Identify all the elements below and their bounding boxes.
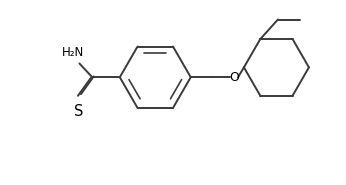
Text: O: O (229, 71, 239, 84)
Text: H₂N: H₂N (61, 46, 84, 58)
Text: S: S (74, 104, 83, 119)
